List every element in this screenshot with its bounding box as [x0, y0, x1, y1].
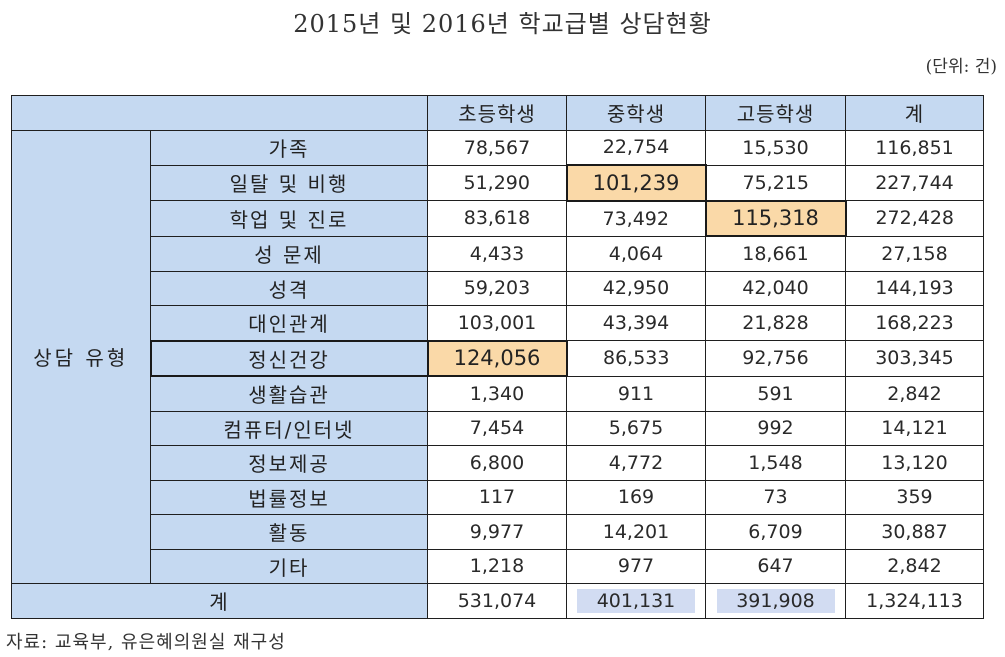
- data-cell: 6,800: [427, 445, 567, 481]
- highlighted-cell: 115,318: [704, 199, 847, 237]
- data-cell: 2,842: [845, 548, 984, 584]
- row-label: 정보제공: [150, 445, 428, 481]
- data-cell: 59,203: [427, 270, 567, 306]
- data-cell: 7,454: [427, 410, 567, 446]
- data-cell: 911: [566, 375, 706, 412]
- data-cell: 4,772: [566, 445, 706, 481]
- row-label: 가족: [150, 129, 428, 166]
- row-label: 컴퓨터/인터넷: [150, 410, 428, 446]
- row-label: 일탈 및 비행: [150, 164, 428, 201]
- data-cell: 977: [566, 548, 706, 584]
- data-cell: 42,040: [705, 270, 846, 306]
- data-cell: 30,887: [845, 514, 984, 550]
- table-body: 초등학생 중학생 고등학생 계 상담 유형 가족 78,567 22,754 15,530 116…: [11, 95, 984, 619]
- row-label: 기타: [150, 548, 428, 584]
- row-label: 대인관계: [150, 305, 428, 341]
- data-cell: 227,744: [845, 164, 984, 201]
- total-cell: 531,074: [427, 583, 567, 619]
- data-cell: 78,567: [427, 129, 567, 166]
- table-row: 상담 유형 가족 78,567 22,754 15,530 116,851: [11, 129, 984, 584]
- data-cell: 116,851: [845, 129, 984, 166]
- row-label: 법률정보: [150, 479, 428, 515]
- highlighted-cell: 101,239: [565, 164, 707, 202]
- data-cell: 1,548: [705, 445, 846, 481]
- data-cell: 51,290: [427, 164, 567, 201]
- data-cell: 75,215: [705, 164, 846, 201]
- unit-label: (단위: 건): [925, 57, 997, 77]
- data-cell: 73,492: [566, 200, 706, 237]
- data-cell: 144,193: [845, 270, 984, 306]
- data-cell: 73: [705, 479, 846, 515]
- data-cell: 43,394: [566, 305, 706, 341]
- data-cell: 168,223: [845, 305, 984, 341]
- table-row: 일탈 및 비행 51,290 101,239 75,215 227,744: [12, 164, 984, 202]
- table-row: 기타 1,218 977 647 2,842: [12, 548, 984, 584]
- table-row: 정신건강 124,056 86,533 92,756 303,345: [12, 339, 984, 377]
- table-row: 정보제공 6,800 4,772 1,548 13,120: [12, 445, 984, 481]
- data-cell: 992: [705, 410, 846, 446]
- data-cell: 2,842: [845, 375, 984, 412]
- data-cell: 647: [705, 548, 846, 584]
- group-label: 상담 유형: [11, 129, 151, 584]
- data-cell: 22,754: [566, 129, 706, 166]
- data-cell: 92,756: [705, 340, 846, 377]
- data-cell: 103,001: [427, 305, 567, 341]
- data-cell: 13,120: [845, 445, 984, 481]
- data-cell: 359: [845, 479, 984, 515]
- data-cell: 1,218: [427, 548, 567, 584]
- data-cell: 14,121: [845, 410, 984, 446]
- total-cell: 401,131: [566, 583, 706, 619]
- row-label: 활동: [150, 514, 428, 550]
- header-corner-cell: [11, 95, 428, 131]
- table-row: 대인관계 103,001 43,394 21,828 168,223: [12, 305, 984, 341]
- table-row: 컴퓨터/인터넷 7,454 5,675 992 14,121: [12, 410, 984, 446]
- column-header: 중학생: [566, 95, 706, 131]
- total-chip: 401,131: [577, 588, 695, 613]
- data-cell: 21,828: [705, 305, 846, 341]
- data-cell: 18,661: [705, 235, 846, 272]
- data-cell: 9,977: [427, 514, 567, 550]
- data-cell: 591: [705, 375, 846, 412]
- data-cell: 272,428: [845, 200, 984, 237]
- source-note: 자료: 교육부, 유은혜의원실 재구성: [6, 632, 286, 653]
- data-cell: 1,340: [427, 375, 567, 412]
- table-row: 생활습관 1,340 911 591 2,842: [12, 375, 984, 412]
- data-cell: 169: [566, 479, 706, 515]
- column-header: 계: [845, 95, 984, 131]
- row-label: 학업 및 진로: [150, 200, 428, 237]
- data-cell: 303,345: [845, 340, 984, 377]
- data-cell: 42,950: [566, 270, 706, 306]
- total-row: 계 531,074 401,131 391,908 1,324,113: [11, 583, 984, 619]
- row-label: 생활습관: [150, 375, 428, 412]
- data-cell: 15,530: [705, 129, 846, 166]
- table-row: 법률정보 117 169 73 359: [12, 479, 984, 515]
- table-row: 활동 9,977 14,201 6,709 30,887: [12, 514, 984, 550]
- column-header: 초등학생: [427, 95, 567, 131]
- data-cell: 117: [427, 479, 567, 515]
- row-label: 성격: [150, 270, 428, 306]
- total-cell: 1,324,113: [845, 583, 984, 619]
- data-cell: 83,618: [427, 200, 567, 237]
- data-cell: 27,158: [845, 235, 984, 272]
- total-label: 계: [11, 583, 428, 619]
- data-cell: 4,064: [566, 235, 706, 272]
- table-row: 학업 및 진로 83,618 73,492 115,318 272,428: [12, 199, 984, 237]
- highlighted-cell: 124,056: [426, 339, 568, 377]
- table-row: 성격 59,203 42,950 42,040 144,193: [12, 270, 984, 306]
- table-row: 성 문제 4,433 4,064 18,661 27,158: [12, 235, 984, 272]
- data-cell: 5,675: [566, 410, 706, 446]
- data-cell: 6,709: [705, 514, 846, 550]
- data-cell: 14,201: [566, 514, 706, 550]
- row-label: 성 문제: [150, 235, 428, 272]
- header-row: 초등학생 중학생 고등학생 계: [11, 95, 984, 131]
- data-cell: 4,433: [427, 235, 567, 272]
- total-chip: 391,908: [716, 588, 835, 613]
- total-cell: 391,908: [705, 583, 846, 619]
- page-title: 2015년 및 2016년 학교급별 상담현황: [293, 10, 712, 38]
- data-cell: 86,533: [566, 340, 706, 377]
- column-header: 고등학생: [705, 95, 846, 131]
- counseling-table: 초등학생 중학생 고등학생 계 상담 유형 가족 78,567 22,754 15,530 116…: [11, 95, 984, 619]
- row-label: 정신건강: [149, 339, 429, 377]
